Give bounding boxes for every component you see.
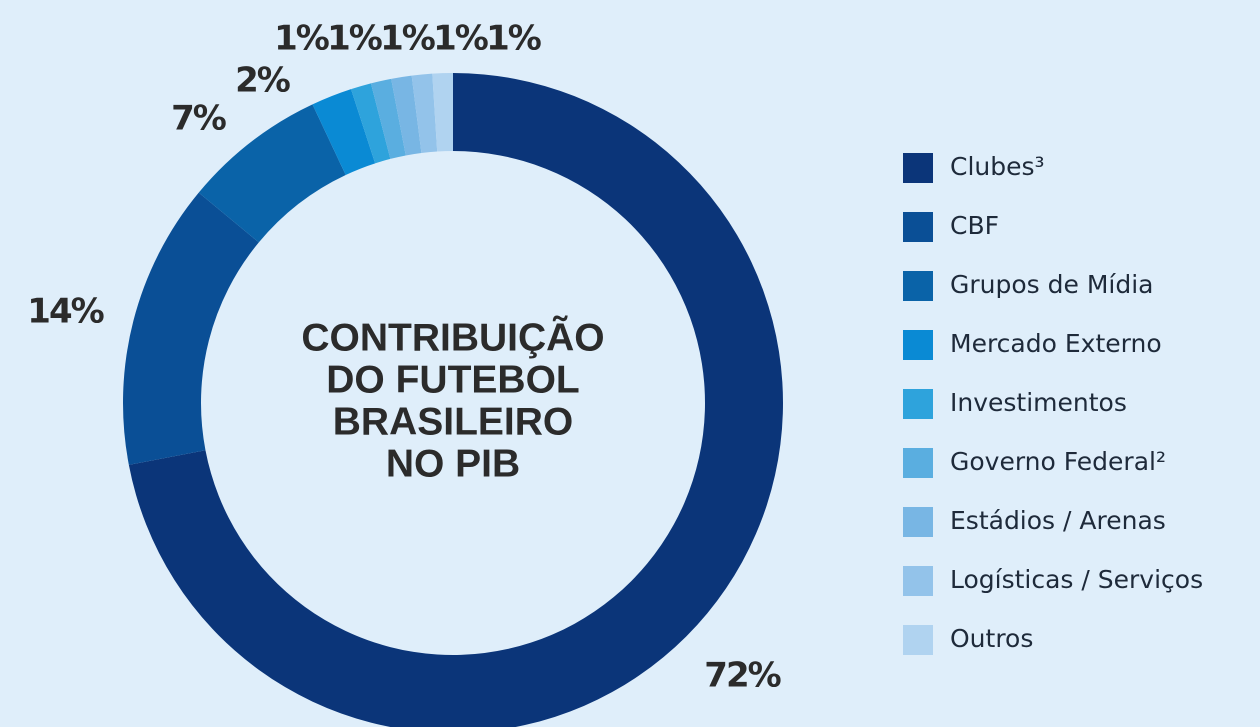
donut-slice bbox=[411, 73, 438, 153]
value-label: 1% bbox=[380, 19, 435, 59]
donut-slice bbox=[123, 192, 259, 465]
donut-slice bbox=[391, 75, 422, 156]
legend-swatch bbox=[903, 448, 933, 478]
chart-title: NO PIB bbox=[386, 442, 520, 485]
legend-swatch bbox=[903, 153, 933, 183]
donut-slice bbox=[432, 73, 453, 152]
legend-swatch bbox=[903, 330, 933, 360]
legend-label: Mercado Externo bbox=[950, 329, 1162, 358]
value-label: 1% bbox=[327, 19, 382, 59]
value-label: 14% bbox=[27, 292, 103, 332]
legend-swatch bbox=[903, 271, 933, 301]
chart-title: BRASILEIRO bbox=[333, 400, 574, 443]
legend-label: Governo Federal² bbox=[950, 447, 1166, 476]
legend-swatch bbox=[903, 389, 933, 419]
donut-slice bbox=[351, 83, 391, 164]
donut-slice bbox=[312, 89, 376, 175]
value-label: 7% bbox=[171, 99, 226, 139]
value-label: 72% bbox=[704, 656, 780, 696]
legend-swatch bbox=[903, 507, 933, 537]
legend-label: Investimentos bbox=[950, 388, 1127, 417]
value-label: 1% bbox=[486, 19, 541, 59]
donut-slice bbox=[370, 78, 406, 159]
chart-title: CONTRIBUIÇÃO bbox=[301, 315, 604, 359]
legend-label: Outros bbox=[950, 624, 1033, 653]
legend-label: Logísticas / Serviços bbox=[950, 565, 1203, 594]
value-label: 1% bbox=[433, 19, 488, 59]
value-label: 1% bbox=[274, 19, 329, 59]
legend-swatch bbox=[903, 625, 933, 655]
legend-swatch bbox=[903, 212, 933, 242]
legend-label: Clubes³ bbox=[950, 152, 1045, 181]
legend-label: Grupos de Mídia bbox=[950, 270, 1153, 299]
legend-label: CBF bbox=[950, 211, 999, 240]
legend-swatch bbox=[903, 566, 933, 596]
value-label: 2% bbox=[235, 61, 290, 101]
legend-label: Estádios / Arenas bbox=[950, 506, 1166, 535]
donut-slice bbox=[198, 104, 346, 243]
chart-title: DO FUTEBOL bbox=[326, 358, 579, 401]
